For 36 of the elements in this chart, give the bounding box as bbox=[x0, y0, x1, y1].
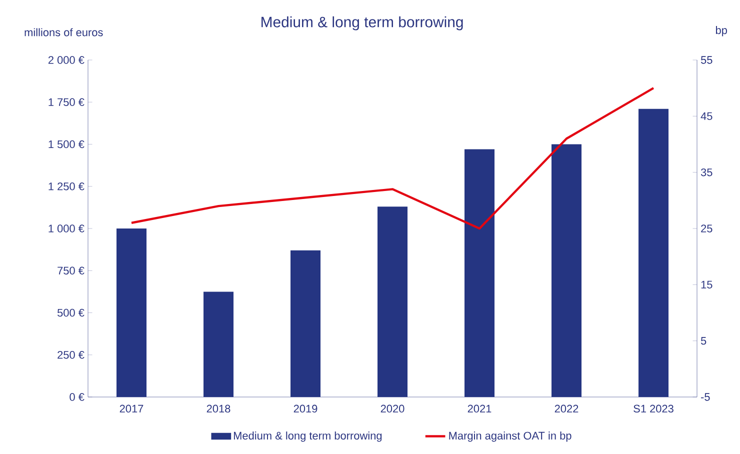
bar bbox=[464, 149, 495, 397]
bar bbox=[116, 228, 146, 397]
y-tick-label: 0 € bbox=[70, 393, 84, 401]
bar bbox=[638, 108, 669, 397]
y-tick-label: 1 250 € bbox=[48, 182, 84, 190]
y2-axis-title: bp bbox=[716, 26, 727, 36]
x-tick-label: 2018 bbox=[206, 404, 230, 413]
y-tick-label: 1 500 € bbox=[48, 140, 84, 148]
y2-tick-label: 55 bbox=[700, 56, 712, 64]
x-tick-label: S1 2023 bbox=[634, 404, 674, 413]
bar bbox=[378, 206, 408, 397]
bar bbox=[552, 144, 582, 397]
y2-tick-label: 25 bbox=[701, 224, 712, 232]
y-tick-label: 500 € bbox=[57, 308, 84, 317]
y-tick-label: 2 000 € bbox=[48, 56, 84, 64]
x-tick-label: 2019 bbox=[294, 404, 318, 413]
y2-tick-label: 45 bbox=[700, 112, 712, 120]
y2-tick-label: -5 bbox=[701, 393, 710, 401]
y2-tick-label: 15 bbox=[701, 280, 712, 288]
chart-title: Medium & long term borrowing bbox=[262, 16, 463, 30]
y-tick-label: 1 000 € bbox=[48, 224, 84, 232]
y-tick-label: 250 € bbox=[58, 351, 84, 359]
x-tick-label: 2017 bbox=[120, 404, 144, 413]
x-tick-label: 2020 bbox=[380, 404, 404, 413]
bar bbox=[290, 250, 321, 397]
y2-tick-label: 5 bbox=[700, 337, 706, 345]
y-tick-label: 1 750 € bbox=[48, 98, 84, 106]
x-tick-label: 2021 bbox=[468, 404, 492, 413]
line-series bbox=[130, 86, 655, 230]
y-axis-title: millions of euros bbox=[24, 28, 103, 36]
y2-tick-label: 35 bbox=[700, 168, 712, 176]
y-tick-label: 750 € bbox=[58, 266, 84, 275]
legend-label: Margin against OAT in bp bbox=[449, 432, 572, 442]
legend-label: Medium & long term borrowing bbox=[234, 432, 382, 442]
bar bbox=[204, 292, 234, 397]
x-tick-label: 2022 bbox=[554, 404, 578, 413]
